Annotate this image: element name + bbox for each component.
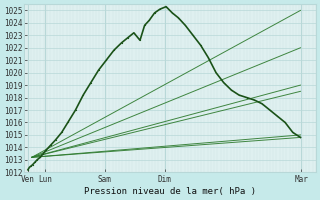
X-axis label: Pression niveau de la mer( hPa ): Pression niveau de la mer( hPa ) [84,187,256,196]
